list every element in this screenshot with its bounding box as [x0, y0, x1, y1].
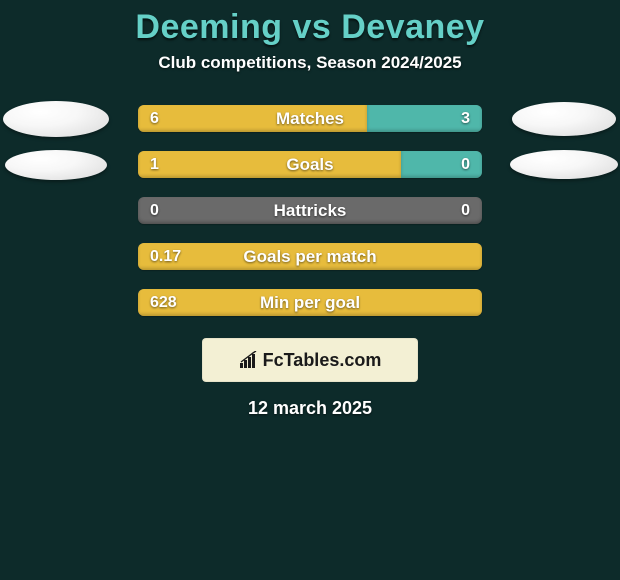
stat-row: 0.17Goals per match	[0, 243, 620, 270]
page-subtitle: Club competitions, Season 2024/2025	[0, 53, 620, 73]
page-title: Deeming vs Devaney	[0, 0, 620, 47]
stat-label: Goals	[138, 151, 482, 178]
left-ball-icon	[3, 101, 109, 137]
stat-label: Hattricks	[138, 197, 482, 224]
brand-logo-box: FcTables.com	[202, 338, 418, 382]
right-ball-icon	[512, 102, 616, 136]
stat-label: Goals per match	[138, 243, 482, 270]
stat-right-value: 3	[461, 105, 470, 132]
stat-right-value: 0	[461, 151, 470, 178]
stat-bar: 628Min per goal	[138, 289, 482, 316]
comparison-card: Deeming vs Devaney Club competitions, Se…	[0, 0, 620, 580]
stat-bar: 0.17Goals per match	[138, 243, 482, 270]
stats-section: 6Matches31Goals00Hattricks00.17Goals per…	[0, 105, 620, 316]
stat-bar: 1Goals0	[138, 151, 482, 178]
stat-row: 6Matches3	[0, 105, 620, 132]
footer-date: 12 march 2025	[0, 398, 620, 419]
stat-label: Matches	[138, 105, 482, 132]
brand-logo-text: FcTables.com	[263, 350, 382, 371]
left-ball-icon	[5, 150, 107, 180]
stat-right-value: 0	[461, 197, 470, 224]
stat-label: Min per goal	[138, 289, 482, 316]
right-ball-icon	[510, 150, 618, 179]
stat-row: 0Hattricks0	[0, 197, 620, 224]
bar-chart-icon	[239, 351, 261, 369]
stat-bar: 6Matches3	[138, 105, 482, 132]
stat-row: 1Goals0	[0, 151, 620, 178]
brand-logo: FcTables.com	[239, 350, 382, 371]
stat-bar: 0Hattricks0	[138, 197, 482, 224]
stat-row: 628Min per goal	[0, 289, 620, 316]
